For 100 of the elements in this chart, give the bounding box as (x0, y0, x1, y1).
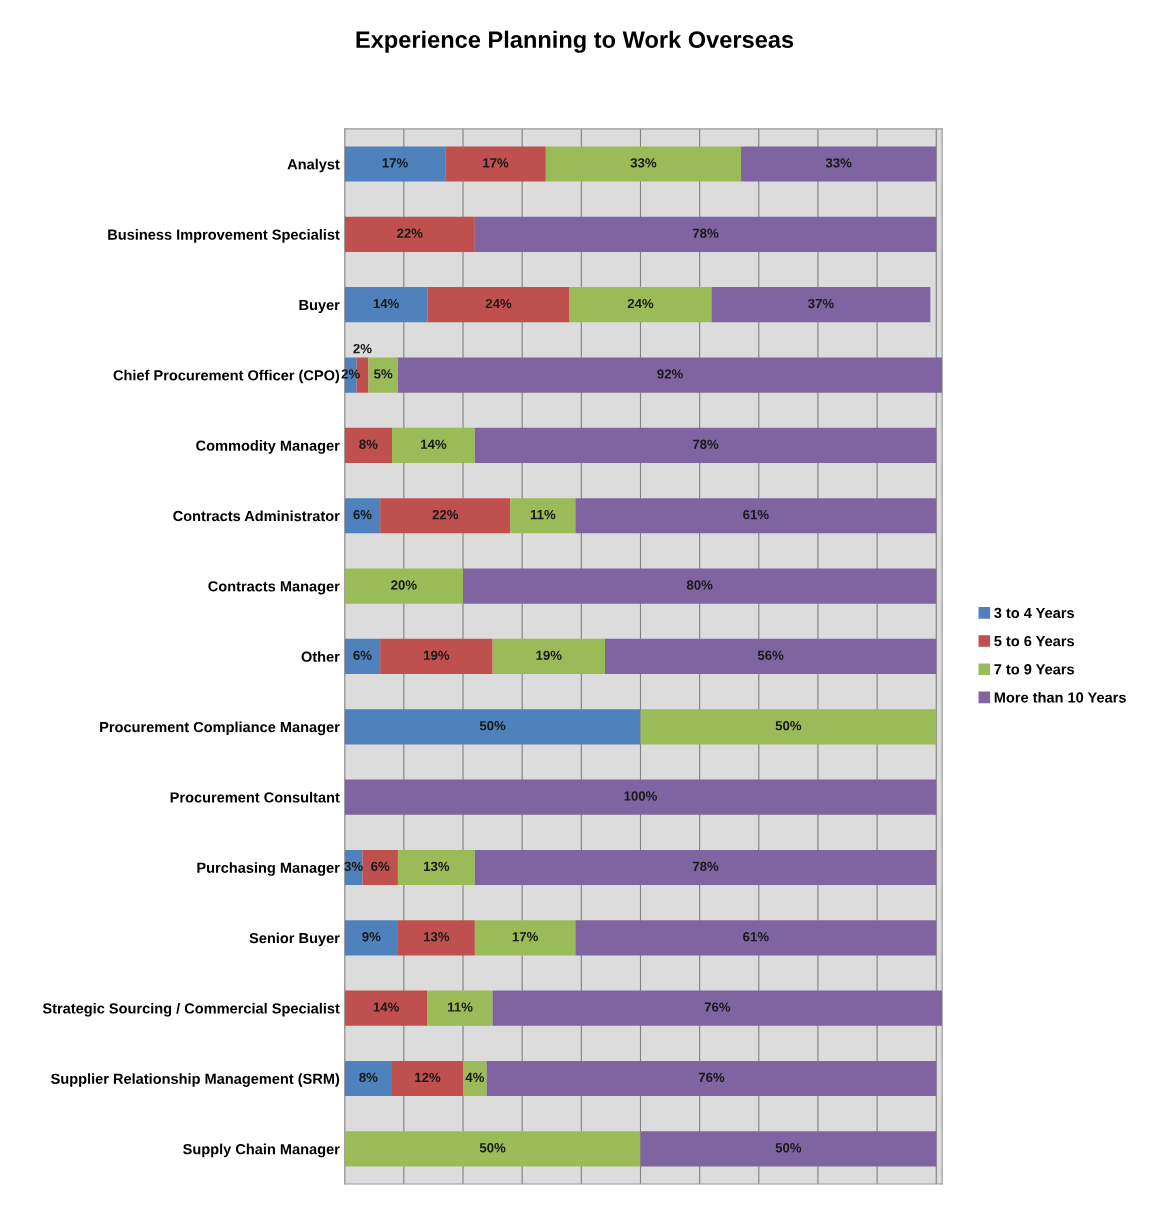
data-label: 12% (415, 1072, 441, 1083)
y-tick-label: Buyer (299, 299, 340, 314)
data-label: 8% (359, 439, 378, 449)
bar (397, 357, 943, 393)
data-label: 14% (373, 298, 399, 309)
bar (344, 146, 446, 182)
data-label: 19% (536, 650, 562, 660)
bar (380, 638, 493, 675)
data-label: 19% (424, 650, 450, 660)
data-label: 50% (479, 1143, 506, 1153)
data-label: 11% (530, 509, 556, 520)
data-label: 33% (630, 158, 657, 168)
bar (344, 1131, 641, 1167)
y-tick-label: Supplier Relationship Management (SRM) (51, 1073, 340, 1087)
data-label: 61% (743, 509, 769, 520)
y-tick-label: Other (301, 651, 340, 662)
legend-label: 5 to 6 Years (994, 635, 1075, 647)
data-label: 2% (353, 343, 372, 354)
y-tick-label: Chief Procurement Officer (CPO) (113, 369, 340, 384)
data-label: 8% (359, 1072, 378, 1083)
bar (463, 568, 937, 604)
data-label: 4% (465, 1072, 485, 1083)
data-label: 92% (657, 369, 683, 379)
bar (344, 779, 937, 815)
data-label: 24% (485, 298, 512, 309)
data-label: 76% (698, 1072, 725, 1083)
bar (711, 287, 931, 323)
legend-label: 7 to 9 Years (994, 664, 1075, 675)
legend-label: More than 10 Years (994, 691, 1126, 703)
bar (640, 709, 937, 745)
data-label: 6% (353, 650, 372, 660)
data-label: 78% (692, 228, 719, 238)
bar (474, 920, 576, 956)
bar (344, 920, 398, 956)
y-tick-label: Contracts Manager (208, 581, 340, 595)
chart-title: Experience Planning to Work Overseas (356, 30, 794, 53)
legend-label: 3 to 4 Years (994, 607, 1075, 619)
bar (486, 1060, 937, 1097)
bar (397, 849, 475, 886)
data-label: 50% (775, 720, 802, 731)
bar (344, 568, 464, 604)
data-label: 9% (362, 932, 381, 942)
data-label: 100% (624, 791, 658, 801)
data-label: 22% (432, 509, 459, 520)
data-label: 78% (692, 861, 719, 872)
y-tick-label: Business Improvement Specialist (108, 229, 340, 243)
bar (474, 849, 937, 886)
data-label: 13% (424, 861, 450, 872)
data-label: 6% (371, 861, 390, 872)
bar (344, 638, 381, 675)
bar (545, 146, 742, 182)
y-tick-label: Supply Chain Manager (183, 1143, 340, 1158)
bar (492, 638, 605, 675)
bar (427, 287, 570, 323)
data-label: 80% (686, 580, 713, 590)
y-tick-label: Analyst (287, 158, 340, 173)
y-tick-label: Strategic Sourcing / Commercial Specialist (42, 1002, 340, 1017)
bar (344, 1060, 393, 1097)
data-label: 37% (808, 298, 834, 309)
y-tick-label: Procurement Consultant (170, 791, 340, 803)
bar (397, 920, 475, 956)
data-label: 50% (775, 1143, 802, 1153)
bar (427, 990, 493, 1026)
bar (575, 920, 937, 956)
data-label: 61% (743, 932, 769, 942)
data-label: 17% (382, 158, 408, 168)
bar (492, 990, 943, 1026)
bar (344, 990, 428, 1026)
data-label: 56% (757, 650, 784, 660)
y-tick-label: Purchasing Manager (197, 862, 340, 876)
bar (344, 427, 393, 463)
y-tick-label: Procurement Compliance Manager (100, 721, 340, 736)
data-label: 13% (424, 932, 450, 942)
y-tick-label: Contracts Administrator (173, 510, 340, 522)
bar (362, 849, 398, 886)
data-label: 22% (397, 228, 423, 238)
bar (445, 146, 546, 182)
bar (344, 498, 381, 534)
data-label: 11% (448, 1002, 473, 1012)
bar (604, 638, 937, 675)
bar (344, 216, 475, 252)
data-label: 33% (825, 158, 852, 168)
data-label: 5% (374, 369, 393, 379)
bar (344, 709, 641, 745)
data-label: 24% (627, 298, 654, 309)
bar (392, 427, 475, 463)
y-tick-label: Commodity Manager (196, 440, 340, 454)
y-tick-label: Senior Buyer (249, 932, 340, 947)
bar (741, 146, 937, 182)
bar (510, 498, 576, 534)
bar (392, 1060, 464, 1097)
bar (474, 427, 937, 463)
data-label: 14% (373, 1002, 399, 1012)
bar (474, 216, 937, 252)
data-label: 17% (512, 932, 538, 942)
bar (569, 287, 712, 323)
data-label: 6% (353, 509, 372, 520)
data-label: 17% (483, 158, 509, 168)
bar (575, 498, 937, 534)
bar (344, 287, 428, 323)
